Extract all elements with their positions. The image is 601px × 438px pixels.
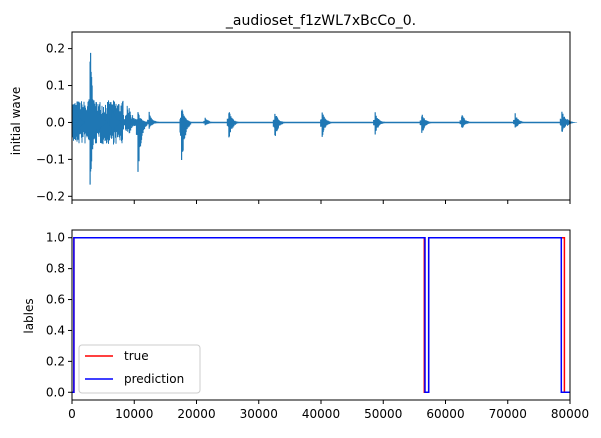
labels-x-tick-label: 10000: [115, 407, 153, 421]
waveform-y-tick-label: 0.0: [46, 115, 65, 129]
labels-panel: lables 0.0 0.2 0.4 0.6 0.8 1.0 0 10000 20000 300…: [22, 229, 589, 421]
labels-x-tick-label: 80000: [551, 407, 589, 421]
chart-title: _audioset_f1zWL7xBcCo_0.: [225, 13, 416, 29]
waveform-peak: [109, 109, 122, 139]
labels-y-tick-label: 0.6: [46, 293, 65, 307]
legend-label-prediction: prediction: [124, 372, 184, 386]
labels-y-tick-label: 0.0: [46, 385, 65, 399]
waveform-envelope-segment: [125, 105, 132, 134]
legend-label-true: true: [124, 349, 149, 363]
waveform-y-tick-label: 0.1: [46, 79, 65, 93]
waveform-peak: [373, 112, 385, 135]
labels-y-tick-label: 0.4: [46, 323, 65, 337]
labels-y-tick-label: 0.8: [46, 262, 65, 276]
waveform-peak: [96, 107, 108, 135]
labels-x-tick-label: 40000: [302, 407, 340, 421]
labels-x-tick-label: 50000: [364, 407, 402, 421]
labels-y-tick-label: 0.2: [46, 354, 65, 368]
waveform-peak: [419, 114, 432, 133]
labels-x-tick-label: 70000: [489, 407, 527, 421]
waveform-peak: [179, 109, 192, 160]
waveform-plot-area: [71, 52, 578, 185]
waveform-peak: [73, 105, 85, 140]
waveform-x-ticks: [71, 200, 571, 204]
waveform-panel: _audioset_f1zWL7xBcCo_0. initial wave −0…: [9, 13, 578, 204]
labels-y-tick-label: 1.0: [46, 231, 65, 245]
labels-axes-frame: [71, 229, 571, 401]
waveform-peak: [147, 111, 159, 129]
waveform-peak: [272, 113, 285, 136]
series-line-prediction: [72, 236, 570, 394]
waveform-y-tick-label: −0.1: [36, 152, 65, 166]
labels-x-tick-label: 0: [68, 407, 76, 421]
waveform-envelope-segment: [130, 115, 135, 128]
waveform-axes-frame: [71, 31, 571, 201]
labels-y-axis-label: lables: [22, 298, 36, 333]
legend: true prediction: [78, 344, 201, 394]
legend-box: [78, 344, 201, 394]
waveform-peak: [203, 117, 215, 126]
labels-x-ticks: 0 10000 20000 30000 40000 50000 60000 70000 8000…: [68, 400, 589, 421]
labels-x-tick-label: 20000: [177, 407, 215, 421]
waveform-peak: [320, 112, 332, 137]
waveform-envelope-segment: [122, 114, 127, 130]
waveform-y-ticks: −0.2 −0.1 0.0 0.1 0.2: [36, 42, 72, 203]
waveform-y-tick-label: 0.2: [46, 42, 65, 56]
waveform-peak: [513, 113, 525, 128]
labels-y-ticks: 0.0 0.2 0.4 0.6 0.8 1.0: [46, 231, 72, 399]
labels-plot-area: [72, 236, 570, 394]
waveform-y-tick-label: −0.2: [36, 189, 65, 203]
waveform-peak: [226, 112, 239, 138]
labels-x-tick-label: 30000: [240, 407, 278, 421]
waveform-peak: [459, 115, 472, 128]
waveform-y-axis-label: initial wave: [9, 87, 23, 155]
waveform-peak: [135, 112, 148, 172]
labels-x-tick-label: 60000: [426, 407, 464, 421]
